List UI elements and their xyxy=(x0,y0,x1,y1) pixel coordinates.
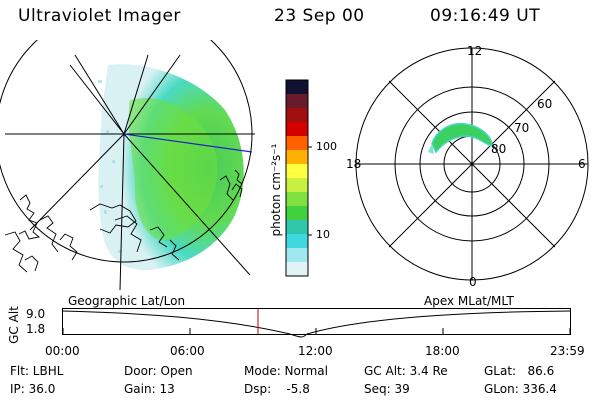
glon-info: GLon: 336.4 xyxy=(484,382,557,396)
mlt-label-6: 6 xyxy=(578,157,586,171)
timeline-xtick-1: 06:00 xyxy=(170,344,205,358)
colorbar-step xyxy=(286,192,308,207)
colorbar-step xyxy=(286,150,308,165)
auroral-oval-patch xyxy=(431,122,493,154)
timeline-xtick-0: 00:00 xyxy=(45,344,80,358)
date-label: 23 Sep 00 xyxy=(274,6,365,26)
colorbar-step xyxy=(286,164,308,179)
time-label: 09:16:49 UT xyxy=(430,6,541,26)
timeline-ytick-low: 1.8 xyxy=(26,322,46,336)
ip-info: IP: 36.0 xyxy=(10,382,56,396)
colorbar xyxy=(285,79,312,277)
mlt-label-18: 18 xyxy=(346,157,362,171)
timeline-ytick-high: 9.0 xyxy=(26,307,46,321)
colorbar-step xyxy=(286,136,308,151)
terminator-line xyxy=(123,133,253,153)
mode-info: Mode: Normal xyxy=(244,364,328,378)
door-info: Door: Open xyxy=(124,364,193,378)
coastlines xyxy=(4,169,243,273)
dsp-info: Dsp: -5.8 xyxy=(244,382,310,396)
mlt-label-0: 0 xyxy=(469,275,477,289)
mlat-label-60: 60 xyxy=(537,97,553,111)
colorbar-tick-100: 100 xyxy=(316,140,337,153)
geographic-image-panel xyxy=(0,40,255,290)
timeline-xtick-3: 18:00 xyxy=(425,344,460,358)
polar-mlat-mlt-plot xyxy=(355,47,589,281)
colorbar-step xyxy=(286,94,308,109)
colorbar-steps xyxy=(286,80,308,277)
timeline-plot xyxy=(62,308,571,338)
colorbar-step xyxy=(286,108,308,123)
mlat-label-80: 80 xyxy=(491,142,507,156)
colorbar-step xyxy=(286,80,308,95)
colorbar-unit-label: photon cm⁻²s⁻¹ xyxy=(269,143,283,237)
gc-alt-info: GC Alt: 3.4 Re xyxy=(364,364,448,378)
colorbar-step xyxy=(286,248,308,263)
timeline-ylabel: GC Alt xyxy=(7,306,21,344)
colorbar-step xyxy=(286,234,308,249)
gc-altitude-curve xyxy=(62,310,571,338)
glat-info: GLat: 86.6 xyxy=(484,364,555,378)
geographic-panel-label: Geographic Lat/Lon xyxy=(68,294,186,308)
mlat-label-70: 70 xyxy=(514,121,530,135)
filter-info: Flt: LBHL xyxy=(10,364,64,378)
seq-info: Seq: 39 xyxy=(364,382,410,396)
timeline-xtick-2: 12:00 xyxy=(298,344,333,358)
gain-info: Gain: 13 xyxy=(124,382,175,396)
colorbar-step xyxy=(286,206,308,221)
timeline-xtick-4: 23:59 xyxy=(550,344,585,358)
mlt-label-12: 12 xyxy=(467,44,483,58)
colorbar-step xyxy=(286,262,308,277)
colorbar-tick-10: 10 xyxy=(316,228,330,241)
colorbar-step xyxy=(286,122,308,137)
instrument-title: Ultraviolet Imager xyxy=(18,6,181,26)
geo-grid-lines xyxy=(5,54,255,290)
colorbar-step xyxy=(286,220,308,235)
colorbar-step xyxy=(286,178,308,193)
apex-panel-label: Apex MLat/MLT xyxy=(424,294,514,308)
